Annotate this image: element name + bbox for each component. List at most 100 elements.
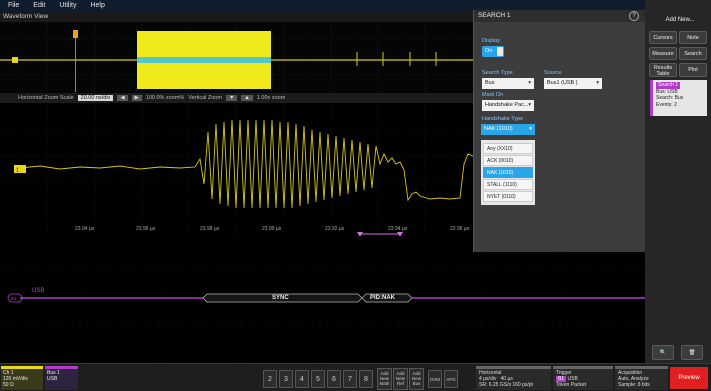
- bus1-badge[interactable]: Bus 1 USB: [45, 366, 78, 390]
- time-label: 23.92 µs: [325, 226, 345, 232]
- option-nak[interactable]: NAK (1010): [483, 167, 533, 178]
- overview-waveform[interactable]: [0, 22, 473, 92]
- results-table-button[interactable]: Results Table: [649, 63, 677, 77]
- zoom-icon[interactable]: 🔍: [652, 345, 674, 360]
- search-badge-title: Search 1: [656, 82, 681, 89]
- search-type-dropdown[interactable]: Bus ▾: [482, 78, 534, 89]
- time-label: 23.94 µs: [75, 226, 95, 232]
- display-toggle[interactable]: On: [482, 46, 504, 57]
- ch1-scale: 120 mV/div: [3, 376, 29, 382]
- search-type-label: Search Type: [482, 70, 513, 76]
- search-button[interactable]: Search: [679, 47, 707, 60]
- chevron-down-icon: ▾: [528, 80, 531, 86]
- help-icon[interactable]: ?: [629, 11, 639, 21]
- note-button[interactable]: Note: [679, 31, 707, 44]
- menu-help[interactable]: Help: [90, 2, 105, 9]
- option-nyet[interactable]: NYET (0110): [483, 191, 533, 202]
- search-badge[interactable]: Search 1 Bus: USB Search: Bus Events: 2: [650, 80, 707, 116]
- bus-marker: [7, 293, 23, 303]
- search-mark-icon[interactable]: [355, 232, 405, 240]
- horizontal-sample-rate: SR: 6.25 GS/s: [479, 382, 511, 388]
- channel-2-button[interactable]: 2: [263, 370, 277, 388]
- time-axis: 23.94 µs 23.96 µs 23.98 µs 23.99 µs 23.9…: [0, 226, 473, 234]
- menu-file[interactable]: File: [8, 2, 20, 9]
- handshake-options-list: Any (XX10) ACK (0010) NAK (1010) STALL (…: [481, 140, 535, 205]
- menu-edit[interactable]: Edit: [33, 2, 46, 9]
- vertical-zoom-label: Vertical Zoom: [188, 95, 222, 101]
- overview-svg: [0, 22, 473, 92]
- channel-3-button[interactable]: 3: [279, 370, 293, 388]
- main-wave-svg: 1: [0, 104, 474, 236]
- channel-5-button[interactable]: 5: [311, 370, 325, 388]
- acquisition-mode: Auto,: [618, 376, 630, 382]
- right-sidebar: Add New... Cursors Note Measure Search R…: [645, 0, 711, 363]
- time-label: 23.96 µs: [450, 226, 470, 232]
- trash-icon[interactable]: 🗑: [681, 345, 703, 360]
- handshake-type-label: Handshake Type: [482, 116, 524, 122]
- v-zoom-up[interactable]: ▲: [241, 95, 253, 101]
- handshake-type-dropdown[interactable]: NAK (1010) ▾: [481, 124, 535, 135]
- menu-utility[interactable]: Utility: [59, 2, 77, 9]
- menu-bar: File Edit Utility Help: [0, 0, 645, 11]
- trigger-panel[interactable]: Trigger B1 USB Token Packet: [553, 366, 613, 390]
- h-zoom-left[interactable]: ◀: [117, 95, 128, 101]
- acquisition-title: Acquisition: [618, 370, 643, 376]
- horizontal-record: 40 µs: [500, 376, 513, 382]
- search-type-value: Bus: [485, 80, 495, 86]
- bus-label: USB: [32, 288, 45, 294]
- ch1-impedance: 50 Ω: [3, 382, 14, 388]
- time-label: 23.98 µs: [200, 226, 220, 232]
- trigger-source-icon: B1: [556, 376, 567, 382]
- search-badge-line3: Events: 2: [656, 101, 677, 108]
- preview-button[interactable]: Preview: [670, 367, 708, 389]
- display-value: On: [485, 48, 493, 54]
- afg-button[interactable]: AFG: [444, 370, 458, 388]
- horizontal-panel[interactable]: Horizontal 4 µs/div 40 µs SR: 6.25 GS/s …: [476, 366, 551, 390]
- source-value: Bus1 (USB ): [547, 80, 578, 86]
- main-waveform[interactable]: 1: [0, 104, 474, 236]
- h-zoom-right[interactable]: ▶: [131, 95, 142, 101]
- ch1-badge[interactable]: Ch 1 120 mV/div 50 Ω: [1, 366, 43, 390]
- chevron-down-icon: ▾: [596, 80, 599, 86]
- horizontal-zoom-value[interactable]: 20.00 ns/div: [77, 95, 114, 101]
- zoom-info-bar: Horizontal Zoom Scale 20.00 ns/div ◀ ▶ 1…: [0, 93, 473, 103]
- toggle-knob: [497, 47, 503, 56]
- svg-text:B1: B1: [11, 296, 17, 301]
- display-label: Display: [482, 38, 501, 44]
- search-badge-line1: Bus: USB: [656, 88, 678, 95]
- dvm-button[interactable]: DVM: [428, 370, 442, 388]
- source-dropdown[interactable]: Bus1 (USB ) ▾: [544, 78, 602, 89]
- trigger-title: Trigger: [556, 370, 572, 376]
- bottom-bar: Ch 1 120 mV/div 50 Ω Bus 1 USB 2 3 4 5 6…: [0, 363, 711, 391]
- mark-on-dropdown[interactable]: Handshake Pac... ▾: [482, 100, 534, 111]
- bus1-type: USB: [47, 376, 58, 382]
- handshake-type-value: NAK (1010): [484, 126, 513, 132]
- add-new-bus-button[interactable]: Add New Bus: [409, 368, 424, 390]
- horizontal-title: Horizontal: [479, 370, 502, 376]
- acquisition-panel[interactable]: Acquisition Auto, Analyze Sample: 8 bits: [615, 366, 668, 390]
- trigger-type: USB: [567, 376, 578, 382]
- v-zoom-down[interactable]: ▼: [225, 95, 238, 101]
- option-ack[interactable]: ACK (0010): [483, 155, 533, 166]
- bus-decode-area[interactable]: B1 USB SYNC PID:NAK: [0, 236, 645, 363]
- cursors-button[interactable]: Cursors: [649, 31, 677, 44]
- chevron-down-icon: ▾: [528, 102, 531, 108]
- add-new-ref-button[interactable]: Add New Ref: [393, 368, 408, 390]
- time-label: 23.96 µs: [136, 226, 156, 232]
- mark-on-label: Mark On: [482, 92, 504, 98]
- option-stall[interactable]: STALL (1110): [483, 179, 533, 190]
- add-new-button[interactable]: Add New...: [665, 17, 695, 23]
- channel-4-button[interactable]: 4: [295, 370, 309, 388]
- mark-on-value: Handshake Pac...: [485, 102, 529, 108]
- channel-7-button[interactable]: 7: [343, 370, 357, 388]
- channel-6-button[interactable]: 6: [327, 370, 341, 388]
- measure-button[interactable]: Measure: [649, 47, 677, 60]
- chevron-down-icon: ▾: [529, 126, 532, 132]
- search-panel-title: SEARCH 1: [474, 10, 646, 22]
- channel-8-button[interactable]: 8: [359, 370, 373, 388]
- plot-button[interactable]: Plot: [679, 63, 707, 77]
- waveform-view-title: Waveform View: [0, 11, 473, 22]
- add-new-math-button[interactable]: Add New Math: [377, 368, 392, 390]
- option-any[interactable]: Any (XX10): [483, 143, 533, 154]
- svg-text:1: 1: [16, 168, 19, 174]
